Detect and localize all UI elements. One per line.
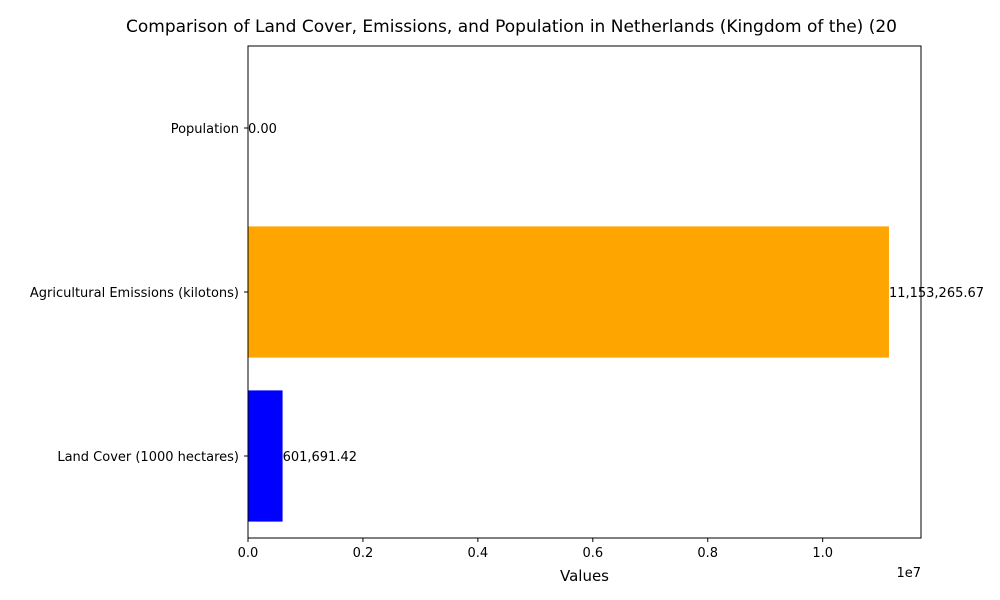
bar-value-label-1: 11,153,265.67 (889, 286, 984, 301)
bar-value-label-2: 0.00 (248, 122, 277, 137)
y-tick-label-0: Land Cover (1000 hectares) (57, 450, 239, 465)
plot-frame (247, 45, 922, 539)
y-tick-label-1: Agricultural Emissions (kilotons) (30, 286, 239, 301)
bar-value-label-0: 601,691.42 (283, 450, 357, 465)
x-axis-offset-label: 1e7 (896, 566, 921, 581)
y-axis: Land Cover (1000 hectares) Agricultural E… (30, 122, 248, 465)
x-tick-label-0: 0.0 (238, 546, 259, 561)
chart-title: Comparison of Land Cover, Emissions, and… (126, 17, 897, 37)
x-axis: 0.0 0.2 0.4 0.6 0.8 1.0 (238, 538, 833, 561)
x-tick-label-5: 1.0 (812, 546, 833, 561)
x-tick-label-2: 0.4 (468, 546, 489, 561)
x-tick-label-3: 0.6 (582, 546, 603, 561)
x-tick-label-1: 0.2 (353, 546, 374, 561)
y-tick-label-2: Population (171, 122, 239, 137)
bar-0 (248, 390, 283, 522)
x-tick-label-4: 0.8 (697, 546, 718, 561)
bar-1 (248, 226, 889, 358)
x-axis-label: Values (560, 567, 609, 585)
bars-group (248, 226, 889, 522)
value-labels-group: 601,691.42 11,153,265.67 0.00 (248, 122, 984, 465)
